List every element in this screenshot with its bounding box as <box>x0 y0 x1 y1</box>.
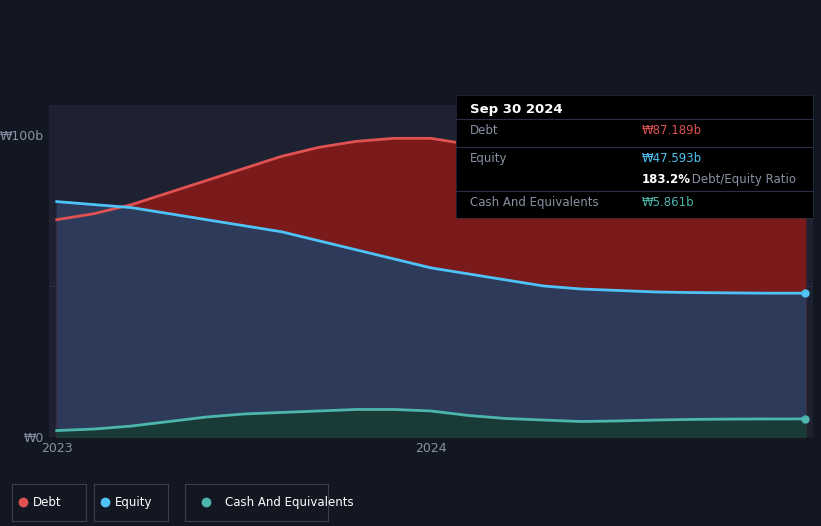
Text: ₩5.861b: ₩5.861b <box>641 196 694 209</box>
Text: Sep 30 2024: Sep 30 2024 <box>470 103 562 116</box>
Text: Debt: Debt <box>33 496 62 509</box>
Text: ₩87.189b: ₩87.189b <box>641 124 701 137</box>
Text: Equity: Equity <box>115 496 153 509</box>
Text: 183.2%: 183.2% <box>641 173 690 186</box>
Text: Debt: Debt <box>470 124 498 137</box>
Text: ₩47.593b: ₩47.593b <box>641 151 701 165</box>
Text: Debt/Equity Ratio: Debt/Equity Ratio <box>688 173 796 186</box>
Text: Equity: Equity <box>470 151 507 165</box>
Text: Cash And Equivalents: Cash And Equivalents <box>225 496 354 509</box>
Text: Cash And Equivalents: Cash And Equivalents <box>470 196 599 209</box>
